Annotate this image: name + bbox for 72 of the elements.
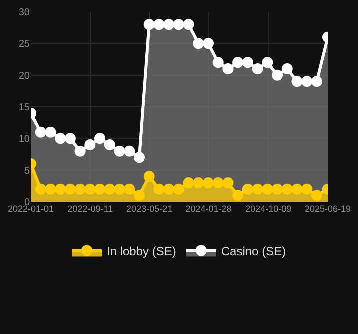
point	[222, 178, 234, 188]
y-tick-label: 30	[18, 8, 30, 18]
x-tick-label: 2022-09-11	[68, 204, 114, 214]
point	[262, 184, 274, 195]
point	[292, 76, 303, 88]
x-tick-label: 2025-06-19	[304, 204, 352, 214]
point	[183, 19, 194, 30]
point	[203, 178, 214, 188]
point	[35, 126, 46, 138]
point	[242, 184, 254, 195]
point	[154, 184, 165, 195]
point	[64, 184, 76, 195]
y-tick-label: 15	[18, 102, 30, 114]
point	[45, 126, 56, 138]
point	[84, 140, 96, 150]
point	[104, 140, 116, 150]
point	[193, 178, 204, 188]
point	[124, 146, 136, 157]
point	[74, 146, 86, 157]
point	[55, 184, 66, 195]
point	[311, 190, 322, 202]
point	[232, 57, 244, 68]
point	[203, 38, 214, 50]
y-tick-label: 10	[18, 134, 30, 146]
point	[212, 178, 224, 188]
point	[252, 184, 264, 195]
point	[311, 76, 322, 88]
point	[94, 133, 106, 144]
point	[173, 19, 184, 30]
point	[124, 184, 136, 195]
point	[272, 184, 284, 195]
point	[272, 70, 284, 81]
legend-label: Casino (SE)	[221, 244, 286, 258]
point	[64, 133, 76, 144]
point	[114, 184, 126, 195]
point	[164, 184, 175, 195]
point	[55, 133, 66, 144]
point	[84, 184, 96, 195]
y-tick-label: 25	[18, 39, 30, 50]
point	[45, 184, 56, 195]
point	[35, 184, 46, 195]
y-tick-label: 5	[24, 166, 30, 177]
x-tick-label: 2022-01-01	[8, 204, 54, 214]
point	[262, 57, 274, 68]
x-tick-label: 2023-05-21	[126, 204, 173, 214]
point	[212, 57, 224, 68]
point	[114, 146, 126, 157]
x-tick-label: 2024-10-09	[246, 204, 292, 214]
point	[94, 184, 106, 195]
point	[232, 190, 244, 202]
point	[222, 64, 234, 74]
point	[164, 19, 175, 30]
point	[282, 184, 293, 195]
point	[193, 38, 204, 50]
point	[302, 184, 313, 195]
point	[242, 57, 254, 68]
point	[134, 190, 145, 202]
point	[282, 64, 293, 74]
point	[183, 178, 194, 188]
legend-label: In lobby (SE)	[107, 244, 176, 258]
point	[154, 19, 165, 30]
point	[74, 184, 86, 195]
point	[302, 76, 313, 88]
point	[134, 152, 145, 164]
y-tick-label: 20	[18, 70, 30, 82]
point	[144, 19, 155, 30]
point	[104, 184, 116, 195]
point	[252, 64, 264, 74]
point	[173, 184, 184, 195]
x-tick-label: 2024-01-28	[186, 204, 232, 214]
point	[292, 184, 303, 195]
point	[144, 171, 155, 182]
